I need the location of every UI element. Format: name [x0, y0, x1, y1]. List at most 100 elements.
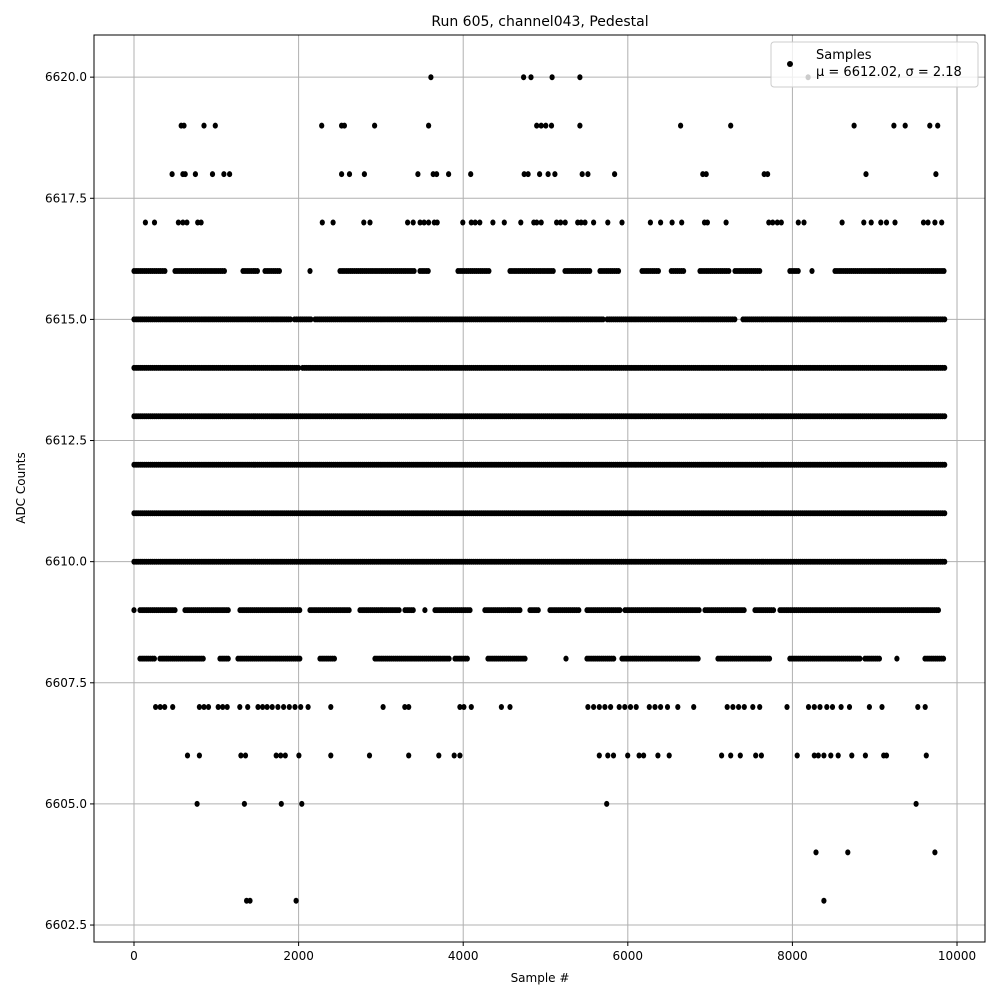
y-tick-label: 6620.0 — [45, 70, 87, 84]
data-point — [417, 219, 423, 226]
data-point — [255, 704, 261, 710]
data-point — [305, 704, 311, 710]
y-tick-label: 6615.0 — [45, 312, 87, 326]
data-point — [730, 704, 736, 710]
data-point — [576, 607, 582, 614]
data-point — [728, 122, 734, 129]
data-point — [805, 704, 812, 710]
data-point — [151, 655, 157, 662]
data-point — [891, 122, 897, 129]
data-point — [518, 219, 524, 226]
data-point — [307, 268, 313, 274]
data-point — [778, 219, 784, 226]
data-point — [894, 655, 900, 662]
data-point — [591, 219, 597, 226]
data-point — [696, 607, 702, 614]
data-point — [766, 219, 772, 226]
data-point — [942, 316, 948, 323]
data-point — [857, 655, 863, 662]
data-point — [861, 219, 867, 226]
data-point — [406, 752, 412, 759]
y-axis: 6602.5 6605.0 6607.5 6610.0 6612.5 6615.0 6617… — [45, 70, 94, 932]
data-point — [464, 655, 470, 662]
data-point — [828, 752, 834, 759]
data-point — [181, 122, 187, 129]
data-point — [925, 219, 931, 226]
data-point — [719, 752, 725, 759]
data-point — [646, 704, 652, 710]
data-point — [528, 74, 534, 81]
data-point — [402, 704, 408, 710]
data-point — [550, 268, 556, 274]
y-tick-label: 6605.0 — [45, 797, 87, 811]
data-point — [457, 752, 463, 759]
data-point — [522, 655, 528, 662]
data-point — [600, 316, 606, 323]
data-point — [587, 268, 593, 274]
data-point — [142, 219, 148, 226]
data-point — [616, 704, 622, 710]
data-point — [224, 704, 230, 710]
data-point — [276, 268, 282, 274]
data-point — [758, 752, 765, 759]
data-point — [468, 171, 474, 178]
data-point — [585, 704, 591, 710]
data-point — [933, 171, 939, 178]
data-point — [815, 752, 821, 759]
data-point — [436, 752, 442, 759]
data-point — [838, 704, 844, 710]
data-point — [741, 607, 747, 614]
data-point — [770, 219, 776, 226]
x-tick-label: 8000 — [777, 949, 808, 963]
data-point — [883, 752, 890, 759]
data-point — [666, 752, 672, 759]
data-point — [741, 704, 747, 710]
data-point — [548, 122, 555, 129]
data-point — [477, 219, 483, 226]
data-point — [932, 219, 938, 226]
data-point — [549, 74, 555, 81]
data-point — [883, 219, 890, 226]
data-point — [425, 268, 431, 274]
data-point — [205, 704, 212, 710]
data-point — [691, 704, 697, 710]
data-point — [774, 219, 780, 226]
data-point — [652, 704, 658, 710]
data-point — [498, 704, 504, 710]
data-point — [942, 461, 948, 468]
data-point — [863, 171, 869, 178]
data-point — [198, 219, 204, 226]
data-point — [538, 122, 544, 129]
data-point — [537, 171, 543, 178]
data-point — [664, 704, 671, 710]
data-point — [596, 752, 602, 759]
data-point — [845, 849, 851, 856]
x-axis-label: Sample # — [511, 971, 570, 985]
data-point — [361, 171, 367, 178]
data-point — [940, 655, 947, 662]
data-point — [927, 122, 933, 129]
data-point — [169, 171, 175, 178]
data-point — [675, 704, 681, 710]
data-point — [610, 752, 617, 759]
data-point — [287, 316, 293, 323]
data-point — [627, 704, 634, 710]
data-point — [426, 122, 432, 129]
data-point — [468, 704, 474, 710]
data-point — [534, 122, 540, 129]
data-point — [724, 704, 730, 710]
data-point — [525, 171, 531, 178]
data-point — [876, 655, 883, 662]
data-point — [939, 219, 945, 226]
data-point — [558, 219, 564, 226]
data-point — [636, 752, 642, 759]
data-point — [835, 752, 841, 759]
data-point — [655, 752, 661, 759]
data-point — [328, 752, 334, 759]
data-point — [201, 704, 207, 710]
data-point — [765, 171, 771, 178]
data-point — [486, 268, 492, 274]
data-point — [460, 219, 466, 226]
